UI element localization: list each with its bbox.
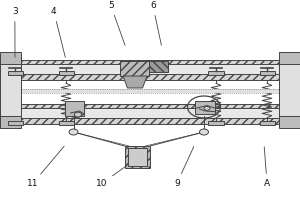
Text: 10: 10 bbox=[96, 166, 127, 188]
Bar bbox=[208, 121, 224, 125]
Text: A: A bbox=[264, 147, 270, 188]
Bar bbox=[0, 60, 300, 80]
Bar bbox=[260, 71, 274, 75]
Bar bbox=[128, 148, 147, 166]
Circle shape bbox=[200, 129, 208, 135]
Text: 3: 3 bbox=[12, 7, 18, 57]
Circle shape bbox=[69, 129, 78, 135]
Bar bbox=[0, 104, 300, 124]
Bar bbox=[124, 146, 150, 168]
Circle shape bbox=[204, 106, 210, 110]
Bar bbox=[279, 64, 300, 116]
Text: 11: 11 bbox=[27, 146, 64, 188]
Bar bbox=[58, 71, 74, 75]
Bar bbox=[279, 52, 300, 128]
Text: 4: 4 bbox=[51, 7, 65, 57]
Circle shape bbox=[74, 112, 82, 117]
Bar bbox=[260, 121, 274, 125]
Bar bbox=[0, 64, 300, 74]
Bar bbox=[8, 71, 22, 75]
Bar bbox=[120, 61, 148, 76]
Bar bbox=[208, 71, 224, 75]
Bar bbox=[195, 101, 214, 114]
Text: 5: 5 bbox=[108, 1, 125, 45]
Bar bbox=[0, 52, 21, 128]
Text: 6: 6 bbox=[150, 1, 161, 45]
Bar bbox=[0, 108, 300, 118]
Text: 9: 9 bbox=[174, 147, 194, 188]
Polygon shape bbox=[123, 76, 147, 88]
Bar bbox=[64, 101, 84, 116]
Bar bbox=[58, 121, 74, 125]
Bar bbox=[148, 61, 168, 72]
Bar bbox=[0, 64, 21, 116]
Bar bbox=[8, 121, 22, 125]
Bar bbox=[0, 89, 300, 93]
